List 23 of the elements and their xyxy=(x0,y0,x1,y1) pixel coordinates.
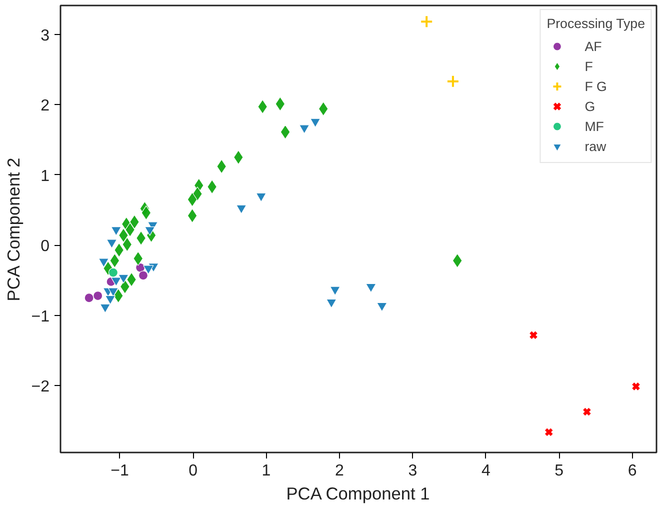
y-tick-label: 3 xyxy=(40,27,50,44)
x-tick-label: 5 xyxy=(554,462,564,480)
x-tick-label: 0 xyxy=(188,462,198,480)
y-tick-label: −2 xyxy=(31,378,50,396)
x-tick-label: 3 xyxy=(408,462,418,480)
legend-label: raw xyxy=(584,138,606,154)
legend-label: F xyxy=(584,58,594,74)
y-tick-label: −1 xyxy=(31,308,50,326)
x-tick-label: 2 xyxy=(335,462,344,480)
y-tick-label: 0 xyxy=(40,238,50,256)
legend-label: AF xyxy=(584,38,603,54)
x-tick-label: 6 xyxy=(628,462,637,480)
y-tick-label: 1 xyxy=(40,168,50,185)
x-axis-title: PCA Component 1 xyxy=(286,484,430,504)
x-tick-label: 1 xyxy=(262,462,271,480)
y-axis-title: PCA Component 2 xyxy=(3,158,24,302)
x-tick-label: −1 xyxy=(110,462,130,480)
legend-title: Processing Type xyxy=(546,16,645,31)
legend-label: G xyxy=(584,98,596,114)
legend-label: F G xyxy=(584,78,607,94)
legend-label: MF xyxy=(584,118,605,134)
y-tick-label: 2 xyxy=(40,98,50,115)
x-tick-label: 4 xyxy=(481,462,490,480)
